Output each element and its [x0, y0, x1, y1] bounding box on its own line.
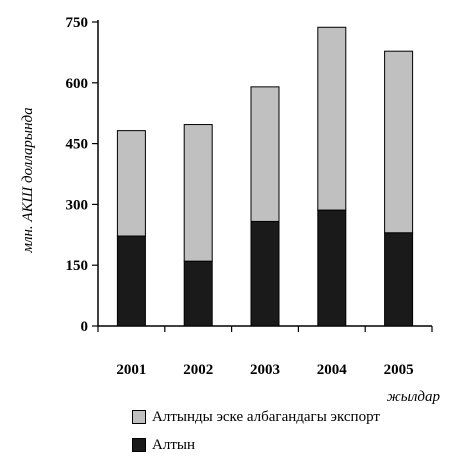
bar-2002-series-1 [183, 124, 213, 262]
y-tick-label-1: 150 [66, 258, 89, 274]
legend-label-export: Алтынды эске албагандагы экспорт [152, 408, 380, 425]
bar-2002-series-0 [183, 260, 213, 327]
legend-label-gold: Алтын [152, 436, 195, 453]
legend-item-export: Алтынды эске албагандагы экспорт [132, 406, 380, 428]
y-tick-label-3: 450 [66, 137, 89, 153]
y-tick-label-4: 600 [66, 76, 89, 92]
x-tick-label-2004: 2004 [317, 362, 348, 378]
x-tick-label-2002: 2002 [183, 362, 213, 378]
legend-swatch-export [132, 410, 146, 424]
legend-swatch-gold [132, 438, 146, 452]
legend: Алтынды эске албагандагы экспорт Алтын [132, 406, 380, 462]
bar-2005-series-0 [384, 232, 414, 327]
bar-2001-series-1 [116, 130, 146, 237]
x-tick-label-2005: 2005 [384, 362, 414, 378]
x-axis-title: жылдар [387, 389, 441, 405]
bar-2001-series-0 [116, 235, 146, 327]
x-tick-label-2001: 2001 [116, 362, 146, 378]
y-axis-title: млн. АКШ долларында [20, 107, 36, 253]
bar-2004-series-0 [317, 209, 347, 327]
x-tick-label-2003: 2003 [250, 362, 280, 378]
bar-2003-series-1 [250, 86, 280, 222]
bar-2003-series-0 [250, 220, 280, 327]
bar-2004-series-1 [317, 26, 347, 211]
bar-2005-series-1 [384, 50, 414, 234]
plot-area: 0 150 300 450 600 750 2001 2002 2003 2004 2005 [66, 15, 433, 378]
y-tick-label-5: 750 [66, 15, 89, 31]
y-tick-label-0: 0 [81, 319, 89, 335]
legend-item-gold: Алтын [132, 434, 380, 456]
y-tick-label-2: 300 [66, 197, 89, 213]
